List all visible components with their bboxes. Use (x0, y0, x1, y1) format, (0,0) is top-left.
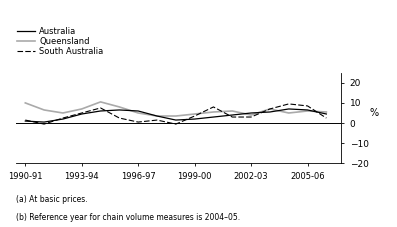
Queensland (305, 110, 310, 112)
South Australia (192, 115, 197, 117)
Australia (173, 119, 178, 121)
South Australia (42, 123, 46, 126)
Australia (23, 120, 28, 122)
Text: (b) Reference year for chain volume measures is 2004–05.: (b) Reference year for chain volume meas… (16, 213, 240, 222)
Queensland (136, 112, 141, 114)
Queensland (98, 101, 103, 103)
Queensland (211, 111, 216, 113)
South Australia (98, 107, 103, 109)
Australia (230, 114, 235, 116)
Australia (79, 113, 84, 115)
South Australia (117, 117, 122, 119)
Queensland (117, 106, 122, 108)
South Australia (268, 108, 272, 110)
Australia (324, 113, 329, 115)
Queensland (173, 115, 178, 117)
Queensland (154, 115, 159, 117)
Queensland (249, 114, 253, 116)
Line: Queensland: Queensland (25, 102, 326, 116)
Queensland (268, 108, 272, 110)
Queensland (230, 110, 235, 112)
Queensland (79, 108, 84, 110)
Australia (192, 118, 197, 120)
South Australia (79, 112, 84, 114)
Australia (211, 116, 216, 118)
South Australia (173, 123, 178, 126)
Australia (249, 112, 253, 114)
Australia (98, 110, 103, 112)
Australia (60, 118, 65, 120)
Queensland (286, 112, 291, 114)
Australia (286, 108, 291, 110)
South Australia (136, 121, 141, 123)
Queensland (42, 109, 46, 111)
Y-axis label: %: % (370, 108, 379, 118)
Queensland (324, 111, 329, 113)
South Australia (324, 117, 329, 119)
South Australia (249, 116, 253, 118)
South Australia (211, 106, 216, 108)
Australia (42, 121, 46, 123)
Queensland (60, 112, 65, 114)
Australia (117, 109, 122, 111)
Australia (305, 109, 310, 111)
South Australia (23, 119, 28, 121)
Australia (268, 111, 272, 113)
Australia (154, 115, 159, 117)
Line: Australia: Australia (25, 109, 326, 122)
South Australia (230, 116, 235, 118)
South Australia (305, 105, 310, 107)
Australia (136, 110, 141, 112)
Text: (a) At basic prices.: (a) At basic prices. (16, 195, 87, 204)
Line: South Australia: South Australia (25, 104, 326, 124)
Queensland (23, 101, 28, 104)
South Australia (154, 119, 159, 121)
Legend: Australia, Queensland, South Australia: Australia, Queensland, South Australia (17, 27, 104, 56)
Queensland (192, 113, 197, 115)
South Australia (60, 117, 65, 119)
South Australia (286, 103, 291, 105)
